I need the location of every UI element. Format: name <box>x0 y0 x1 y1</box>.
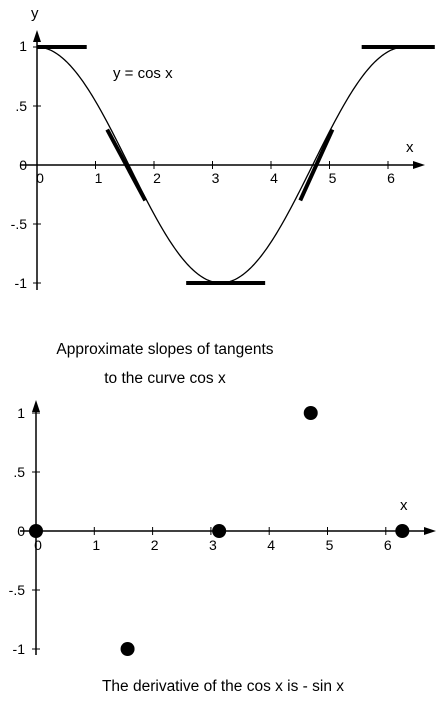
caption-derivative: The derivative of the cos x is - sin x <box>101 678 345 695</box>
y-tick-label: -1 <box>15 275 28 291</box>
y-tick-label: -.5 <box>9 582 26 598</box>
x-axis-label: x <box>400 497 408 514</box>
y-tick-label: -.5 <box>11 216 28 232</box>
x-tick-label: 5 <box>326 537 334 553</box>
x-tick-label: 1 <box>92 537 100 553</box>
x-tick-label: 2 <box>153 170 161 186</box>
x-tick-label: 6 <box>384 537 392 553</box>
x-axis-arrow <box>424 527 436 535</box>
y-axis-arrow <box>32 400 40 412</box>
tangent-segment <box>298 128 335 202</box>
x-tick-label: 1 <box>95 170 103 186</box>
y-tick-label: 1 <box>17 405 25 421</box>
equation-label: y = cos x <box>113 65 173 82</box>
y-axis-label: y <box>31 5 39 22</box>
x-tick-label: 4 <box>270 170 278 186</box>
x-axis-arrow <box>413 161 425 169</box>
caption-tangent-slopes-line2: to the curve cos x <box>104 370 226 387</box>
cosine-chart: y x 0 1 2 3 4 5 6 .5 0 -.5 -1 1 y = cos x <box>11 5 435 291</box>
data-point <box>395 524 410 538</box>
y-tick-label: .5 <box>13 464 25 480</box>
data-point <box>29 524 43 538</box>
caption-tangent-slopes-line1: Approximate slopes of tangents <box>56 341 274 358</box>
x-tick-label: 5 <box>329 170 337 186</box>
y-tick-label: 0 <box>17 523 25 539</box>
y-axis-arrow <box>33 30 41 42</box>
x-axis-label: x <box>406 139 414 156</box>
data-point <box>120 642 135 656</box>
y-tick-label: 1 <box>19 38 27 54</box>
data-point <box>212 524 227 538</box>
y-tick-label: 0 <box>19 157 27 173</box>
x-tick-label: 0 <box>36 170 44 186</box>
tangent-segment <box>105 128 147 202</box>
derivative-chart: x 0 1 2 3 4 5 6 1 .5 0 -.5 -1 <box>9 400 436 657</box>
x-tick-label: 2 <box>151 537 159 553</box>
x-tick-label: 6 <box>387 170 395 186</box>
x-tick-label: 3 <box>212 170 220 186</box>
y-tick-label: -1 <box>13 641 26 657</box>
y-tick-label: .5 <box>15 98 27 114</box>
data-point <box>303 406 318 420</box>
x-tick-label: 0 <box>34 537 42 553</box>
x-tick-label: 4 <box>267 537 275 553</box>
x-tick-label: 3 <box>209 537 217 553</box>
